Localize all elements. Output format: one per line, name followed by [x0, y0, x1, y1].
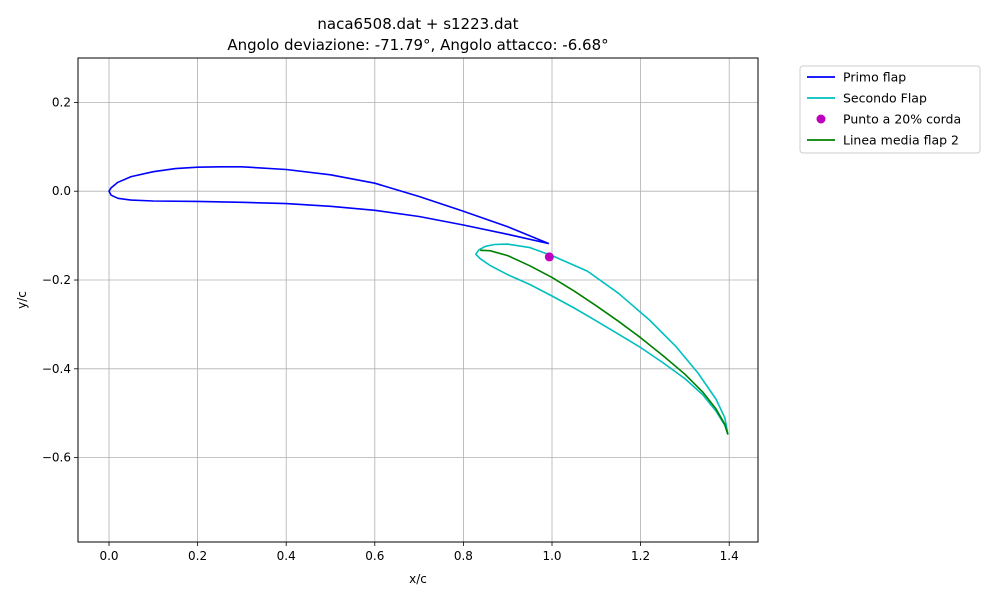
- x-tick-label: 0.8: [454, 549, 473, 563]
- series-line-primo-flap: [108, 166, 550, 245]
- x-tick-label: 0.4: [277, 549, 296, 563]
- x-tick-label: 0.2: [188, 549, 207, 563]
- chart-subtitle: Angolo deviazione: -71.79°, Angolo attac…: [227, 36, 608, 54]
- legend-box: [799, 65, 981, 154]
- y-tick-label: −0.4: [42, 362, 71, 376]
- series-line-secondo-flap: [474, 243, 729, 435]
- x-tick-label: 1.0: [542, 549, 561, 563]
- chart-title: naca6508.dat + s1223.dat: [317, 15, 518, 33]
- y-tick-label: 0.2: [52, 95, 71, 109]
- x-tick-label: 1.2: [631, 549, 650, 563]
- y-tick-label: 0.0: [52, 184, 71, 198]
- y-axis-label: y/c: [15, 291, 29, 309]
- plot-series: [108, 166, 729, 435]
- legend: Primo flap Secondo Flap Punto a 20% corda L…: [799, 65, 981, 154]
- series-point-punto-a-20-corda: [544, 252, 554, 262]
- series-line-linea-media-flap-2: [480, 249, 729, 435]
- y-tick-label: −0.2: [42, 273, 71, 287]
- grid: [78, 58, 758, 542]
- axis-ticks: 0.0 0.2 0.4 0.6 0.8 1.0 1.2 1.4 0.2 0.0 −0.2 −0.4 −0…: [42, 95, 739, 563]
- x-tick-label: 0.0: [99, 549, 118, 563]
- legend-label-secondo-flap: Secondo Flap: [843, 91, 927, 106]
- x-axis-label: x/c: [409, 572, 427, 586]
- x-tick-label: 1.4: [720, 549, 739, 563]
- legend-label-linea-media-flap-2: Linea media flap 2: [843, 133, 959, 148]
- legend-label-primo-flap: Primo flap: [843, 70, 906, 85]
- legend-swatch-punto-a-20-corda: [816, 114, 826, 124]
- plot-area-frame: [77, 57, 759, 543]
- y-tick-label: −0.6: [42, 451, 71, 465]
- legend-label-punto-a-20-corda: Punto a 20% corda: [843, 112, 961, 127]
- x-tick-label: 0.6: [365, 549, 384, 563]
